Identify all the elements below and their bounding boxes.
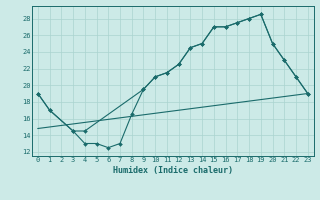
X-axis label: Humidex (Indice chaleur): Humidex (Indice chaleur) <box>113 166 233 175</box>
